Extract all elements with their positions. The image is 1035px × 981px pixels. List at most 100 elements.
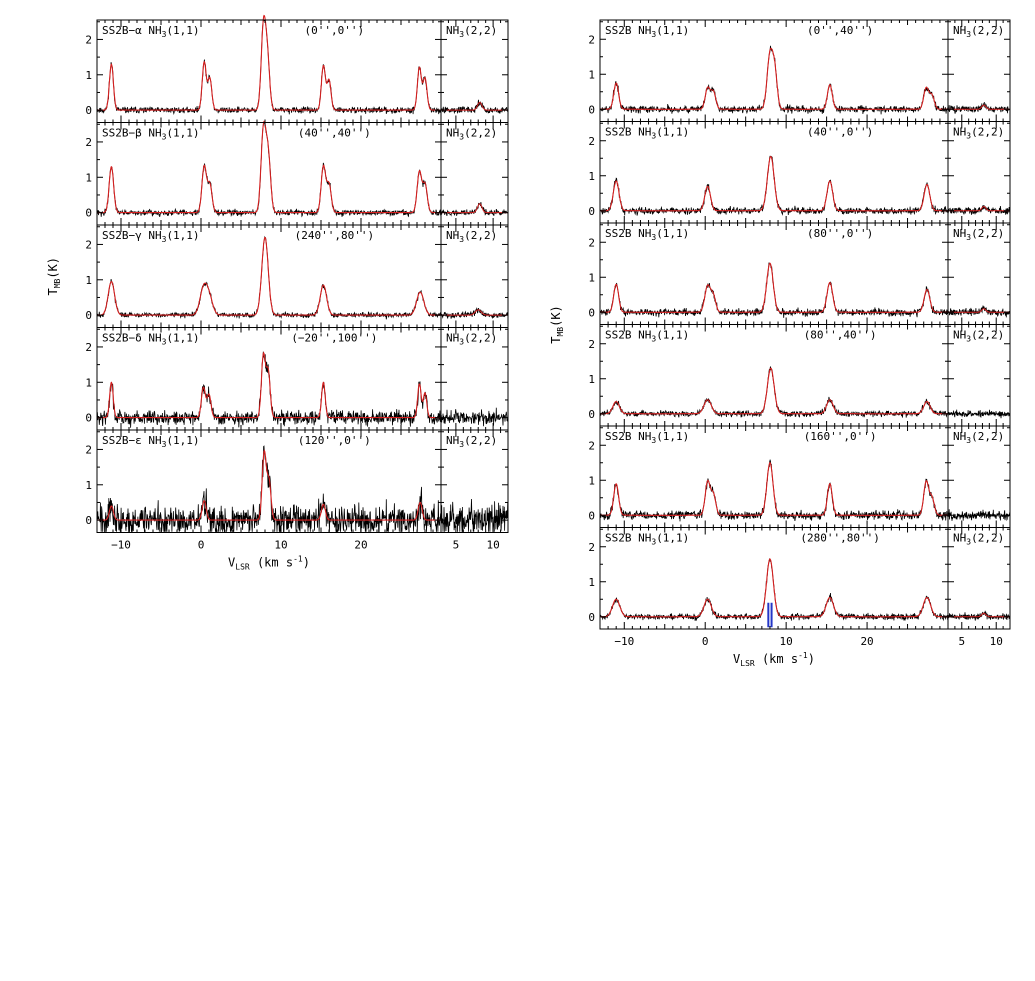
panel-offset-label: (0'',40'') [807,24,873,37]
x-tick-label: 5 [958,635,965,648]
subscript: 3 [651,538,656,547]
panel-source-label: SS2B NH3(1,1) [605,227,689,242]
panel-source-label: SS2B−δ NH3(1,1) [102,332,200,347]
y-tick-label: 2 [588,135,595,148]
side-label-text: (2,2) [971,126,1004,139]
fit-spectrum-11 [600,558,948,618]
y-tick-label: 0 [588,306,595,319]
y-tick-label: 2 [85,33,92,46]
side-label-text: NH [446,24,459,37]
x-tick-label: 0 [198,539,205,552]
y-tick-label: 1 [85,274,92,287]
panel-source-label: SS2B NH3(1,1) [605,532,689,547]
panel-frame [96,429,509,533]
observed-spectrum-11 [96,351,442,428]
subscript: 3 [651,132,656,141]
ylabel-text: (K) [549,305,563,327]
xlabel-text: V [733,652,740,666]
subscript: 3 [162,440,167,449]
superscript: -1 [293,555,303,564]
xlabel-text: ) [808,652,815,666]
source-text: SS2B NH [605,24,651,37]
transition-text: (1,1) [656,329,689,342]
side-label-text: (2,2) [464,127,497,140]
observed-spectrum-11 [599,366,949,418]
y-tick-label: 1 [588,373,595,386]
subscript: MB [53,278,62,288]
transition-text: (1,1) [656,227,689,240]
panel-offset-label: (160'',0'') [804,430,877,443]
transition-text: (1,1) [166,434,199,447]
y-tick-label: 0 [85,514,92,527]
subscript: 3 [651,436,656,445]
fit-spectrum-22 [948,308,1010,313]
side-label-text: (2,2) [971,227,1004,240]
y-tick-label: 2 [85,341,92,354]
x-tick-label: 10 [990,635,1003,648]
subscript: 3 [651,30,656,39]
fit-spectrum-22 [441,101,508,111]
side-panel-label: NH3(2,2) [953,430,1004,445]
panel-source-label: SS2B NH3(1,1) [605,329,689,344]
observed-spectrum-22 [440,201,509,217]
observed-spectrum-11 [599,155,949,216]
fit-spectrum-22 [441,203,508,214]
transition-text: (1,1) [656,430,689,443]
y-tick-label: 1 [588,68,595,81]
x-tick-label: 5 [453,539,460,552]
y-tick-label: 0 [588,611,595,624]
side-label-text: NH [953,227,966,240]
source-text: SS2B NH [605,329,651,342]
transition-text: (1,1) [166,24,199,37]
source-text: SS2B−β NH [102,127,162,140]
source-text: SS2B NH [605,126,651,139]
ylabel-text: T [46,288,60,295]
y-tick-label: 2 [588,541,595,554]
subscript: 3 [966,335,971,344]
side-label-text: (2,2) [971,430,1004,443]
subscript: 3 [966,132,971,141]
fit-spectrum-11 [97,14,441,111]
y-tick-label: 1 [588,576,595,589]
side-panel-label: NH3(2,2) [953,24,1004,39]
panel-source-label: SS2B−γ NH3(1,1) [102,229,200,244]
fit-spectrum-22 [948,612,1010,618]
fit-spectrum-22 [948,104,1010,110]
source-text: SS2B NH [605,430,651,443]
observed-spectrum-11 [96,445,442,534]
x-tick-label: 10 [486,539,499,552]
subscript: MB [556,327,565,337]
fit-spectrum-11 [97,351,441,419]
source-text: SS2B NH [605,532,651,545]
transition-text: (1,1) [656,532,689,545]
y-tick-label: 1 [588,271,595,284]
fit-spectrum-22 [441,309,508,316]
subscript: 3 [966,436,971,445]
observed-spectrum-22 [440,307,509,320]
observed-spectrum-22 [440,99,509,114]
y-tick-label: 1 [85,479,92,492]
observed-spectrum-22 [947,610,1011,621]
side-label-text: NH [446,229,459,242]
side-label-text: (2,2) [464,24,497,37]
fit-spectrum-22 [948,206,1010,212]
x-tick-label: 10 [780,635,793,648]
fit-spectrum-11 [97,120,441,214]
xlabel-text: V [228,556,235,570]
side-panel-label: NH3(2,2) [446,24,497,39]
panel-offset-label: (80'',40'') [804,329,877,342]
subscript: LSR [235,563,250,572]
y-tick-label: 1 [588,170,595,183]
y-axis-label: TMB(K) [46,257,62,296]
panel-frame [599,527,1011,630]
y-tick-label: 0 [588,103,595,116]
x-tick-label: 20 [860,635,873,648]
source-text: SS2B NH [605,227,651,240]
side-label-text: (2,2) [464,434,497,447]
y-tick-label: 0 [588,509,595,522]
fit-spectrum-11 [600,367,948,415]
